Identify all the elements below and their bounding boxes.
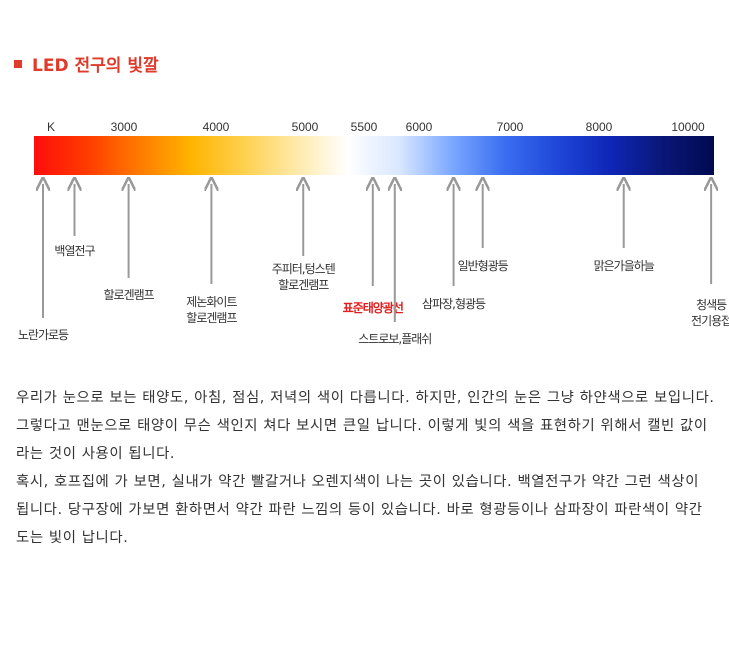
section-title-text: LED 전구의 빛깔 bbox=[32, 56, 159, 76]
annotation-label: 청색등 bbox=[696, 298, 727, 312]
annotation-label: 일반형광등 bbox=[458, 259, 509, 273]
square-bullet-icon bbox=[14, 60, 22, 68]
annotation-label: 표준태양광선 bbox=[343, 300, 404, 315]
paragraph-1: 우리가 눈으로 보는 태양도, 아침, 점심, 저녁의 색이 다릅니다. 하지만… bbox=[16, 390, 715, 462]
tick-label: 3000 bbox=[111, 120, 138, 134]
unit-label: K bbox=[47, 120, 55, 134]
spectrum-bar bbox=[34, 136, 714, 175]
annotation-label: 맑은가을하늘 bbox=[594, 259, 655, 273]
annotation-label: 할로겐램프 bbox=[186, 311, 237, 325]
tick-label: 5500 bbox=[351, 120, 378, 134]
tick-label: 8000 bbox=[586, 120, 613, 134]
color-temperature-diagram: K 3000 4000 5000 5500 6000 7000 8000 10000 노란가로… bbox=[18, 120, 729, 346]
annotation-label: 삼파장,형광등 bbox=[422, 297, 486, 311]
paragraph-2: 혹시, 호프집에 가 보면, 실내가 약간 빨갈거나 오렌지색이 나는 곳이 있… bbox=[16, 474, 703, 546]
tick-label: 10000 bbox=[671, 120, 705, 134]
annotation-label: 스트로보,플래쉬 bbox=[358, 332, 431, 346]
tick-label: 5000 bbox=[292, 120, 319, 134]
annotation-label: 노란가로등 bbox=[18, 328, 69, 342]
section-title: LED 전구의 빛깔 bbox=[14, 51, 159, 76]
annotation-label: 백열전구 bbox=[54, 244, 95, 258]
tick-label: 6000 bbox=[406, 120, 433, 134]
annotation-label: 할로겐램프 bbox=[278, 278, 329, 292]
tick-label: 7000 bbox=[497, 120, 524, 134]
tick-label: 4000 bbox=[203, 120, 230, 134]
description: 우리가 눈으로 보는 태양도, 아침, 점심, 저녁의 색이 다릅니다. 하지만… bbox=[16, 384, 716, 552]
annotation-label: 제논화이트 bbox=[186, 295, 237, 309]
annotation-label: 전기용접 bbox=[691, 314, 729, 328]
annotation-label: 주피터,텅스텐 bbox=[272, 262, 336, 276]
annotation-label: 할로겐램프 bbox=[103, 288, 154, 302]
